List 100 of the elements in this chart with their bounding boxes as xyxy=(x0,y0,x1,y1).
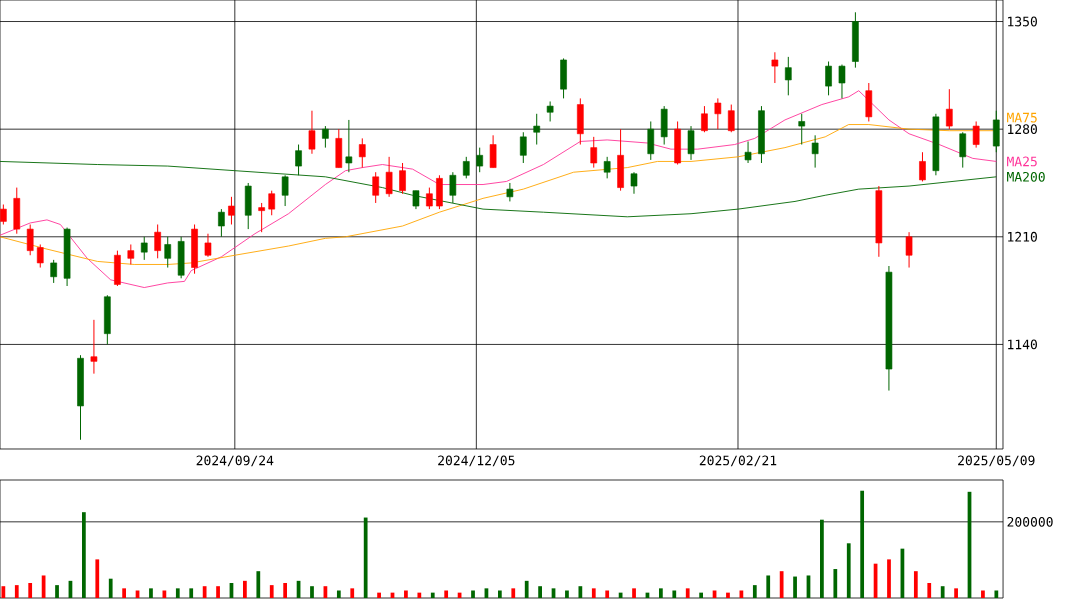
bar xyxy=(404,590,408,598)
candlestick xyxy=(426,187,433,210)
bar xyxy=(511,588,516,598)
candlestick xyxy=(506,182,514,202)
bar xyxy=(672,590,677,598)
candlestick xyxy=(727,104,735,133)
candlestick xyxy=(798,113,806,146)
bar xyxy=(538,586,542,598)
bar xyxy=(363,517,368,598)
bar xyxy=(726,592,730,598)
candlestick xyxy=(687,125,695,161)
candlestick xyxy=(905,231,913,269)
bar xyxy=(766,575,771,598)
candlestick xyxy=(784,56,792,96)
bar xyxy=(108,578,113,598)
candlestick xyxy=(449,171,457,204)
bar xyxy=(913,571,918,598)
candlestick xyxy=(546,100,554,122)
candlestick xyxy=(590,136,598,169)
bar xyxy=(497,590,502,598)
bar xyxy=(310,586,314,598)
candlestick xyxy=(811,134,819,169)
bar xyxy=(189,588,194,598)
bar xyxy=(981,590,985,598)
bar xyxy=(846,543,851,598)
candlestick xyxy=(399,162,406,195)
bar xyxy=(632,588,636,598)
bar xyxy=(927,582,932,598)
bar xyxy=(430,592,435,598)
candlestick xyxy=(533,113,541,146)
x-tick-label: 2024/12/05 xyxy=(438,455,515,467)
bar xyxy=(377,592,381,598)
bar xyxy=(994,590,999,598)
bar xyxy=(940,586,945,598)
candlestick xyxy=(127,243,135,265)
bar xyxy=(95,559,100,598)
bar xyxy=(243,580,247,598)
candlestick xyxy=(345,119,353,173)
bar xyxy=(122,588,126,598)
bar xyxy=(216,586,220,598)
candlestick xyxy=(919,151,926,182)
candlestick xyxy=(701,105,708,133)
bar xyxy=(417,592,422,598)
text: 200000 xyxy=(1007,516,1053,527)
bar xyxy=(565,590,569,598)
bar xyxy=(1,586,6,598)
candlestick xyxy=(412,190,420,210)
candlestick xyxy=(372,171,380,204)
bar xyxy=(14,585,19,598)
series-label: MA200 xyxy=(1007,171,1045,182)
bar xyxy=(524,580,529,598)
bar xyxy=(336,590,341,598)
bar xyxy=(833,569,838,598)
bar xyxy=(202,586,207,598)
bar xyxy=(954,588,958,598)
candlestick xyxy=(630,171,638,195)
candlestick xyxy=(90,319,98,375)
bar xyxy=(659,588,663,598)
bar xyxy=(175,588,180,598)
y-tick-label: 1350 xyxy=(1008,16,1037,27)
x-tick-label: 2024/09/24 xyxy=(196,455,274,467)
candlestick xyxy=(164,236,172,269)
bar xyxy=(55,585,59,598)
bar xyxy=(256,571,261,598)
candlestick xyxy=(603,156,611,179)
bar xyxy=(269,585,274,598)
bar xyxy=(444,590,449,598)
candlestick xyxy=(204,233,212,258)
bar xyxy=(605,590,610,598)
x-tick-label: 2025/05/09 xyxy=(958,455,1035,467)
candlestick xyxy=(744,140,752,164)
candlestick xyxy=(519,131,527,164)
candlestick xyxy=(36,243,44,269)
candlestick xyxy=(476,147,484,173)
bar xyxy=(283,582,288,598)
candlestick xyxy=(0,204,7,225)
candlestick xyxy=(228,196,235,225)
candlestick xyxy=(308,110,316,155)
bar xyxy=(860,490,865,598)
candlestick xyxy=(268,190,276,216)
bar xyxy=(149,588,153,598)
candlestick xyxy=(258,202,265,233)
candlestick xyxy=(462,156,470,179)
candlestick xyxy=(50,259,57,284)
candlestick xyxy=(140,236,148,261)
candlestick xyxy=(358,137,366,169)
bar xyxy=(820,519,824,598)
candlestick xyxy=(972,120,980,149)
bar xyxy=(591,588,596,598)
bar xyxy=(471,590,475,598)
candlestick xyxy=(26,224,34,256)
bar xyxy=(752,585,757,598)
candlestick xyxy=(714,97,722,130)
bar xyxy=(887,559,891,598)
series-label: MA75 xyxy=(1007,112,1037,123)
candlestick xyxy=(385,156,393,198)
candlestick xyxy=(825,61,832,96)
bar xyxy=(685,588,690,598)
candlestick xyxy=(959,131,967,169)
y-tick-label: 1210 xyxy=(1008,231,1037,242)
